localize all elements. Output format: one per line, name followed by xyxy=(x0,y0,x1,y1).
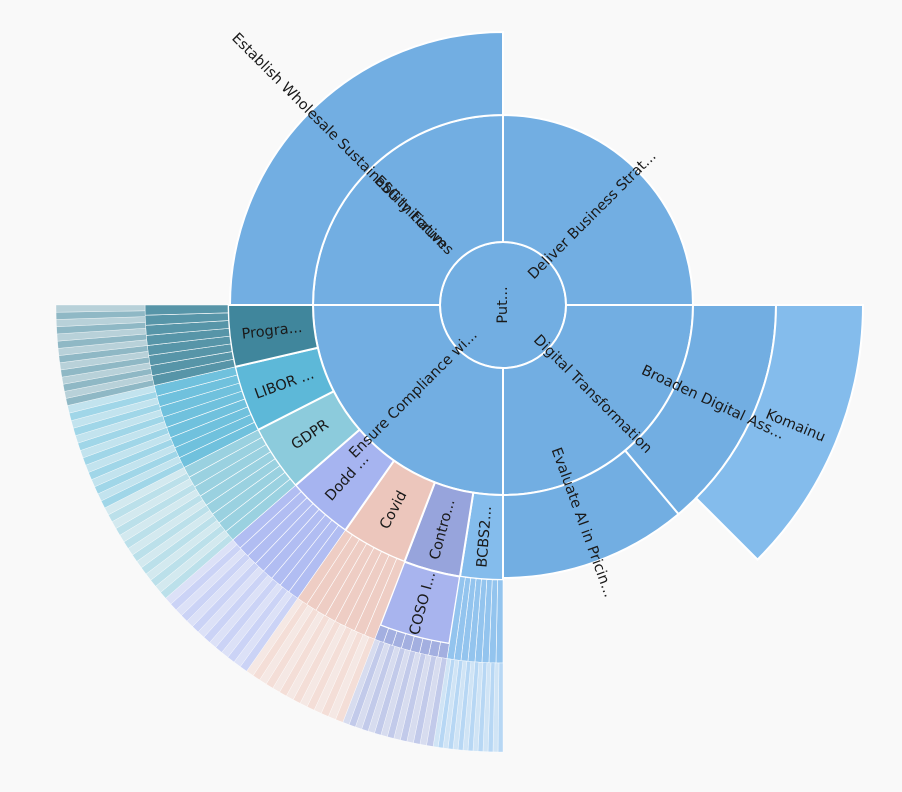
sunburst-l2-establish-wholesale-sustainability-forum[interactable] xyxy=(228,30,504,306)
sunburst-l3-komainu[interactable] xyxy=(694,304,865,561)
sunburst-l4-detail[interactable] xyxy=(55,304,146,313)
sunburst-l1-deliver-business-strat[interactable] xyxy=(502,113,695,306)
sunburst-segments xyxy=(55,30,865,753)
